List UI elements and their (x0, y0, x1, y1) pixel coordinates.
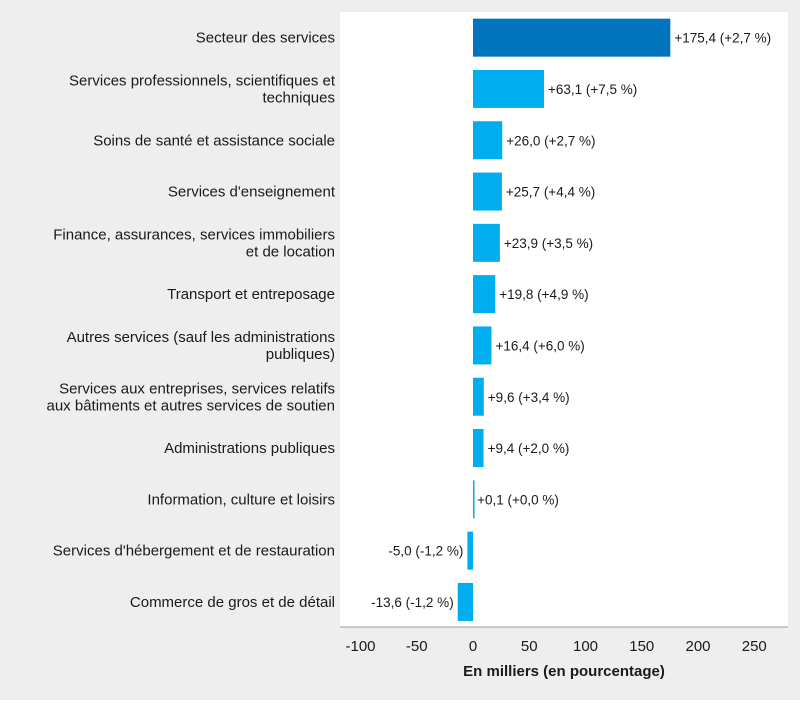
category-label: Services professionnels, scientifiques e… (69, 72, 336, 106)
category-label: Finance, assurances, services immobilier… (53, 226, 335, 260)
category-label-line: et de location (246, 243, 335, 260)
x-tick-label: 50 (521, 638, 538, 655)
bar (473, 377, 484, 416)
category-label-line: Services d'enseignement (168, 184, 336, 201)
bar (473, 275, 496, 314)
category-label-line: Services aux entreprises, services relat… (59, 380, 335, 397)
value-label: +9,4 (+2,0 %) (488, 441, 570, 456)
x-tick-label: -100 (345, 638, 375, 655)
category-label: Information, culture et loisirs (147, 491, 335, 508)
category-label-line: Commerce de gros et de détail (130, 594, 335, 611)
category-label: Transport et entreposage (167, 286, 335, 303)
category-label-line: techniques (262, 89, 335, 106)
value-label: +23,9 (+3,5 %) (504, 236, 593, 251)
bar (473, 69, 544, 108)
x-tick-label: 150 (629, 638, 654, 655)
x-tick-label: -50 (406, 638, 428, 655)
category-label: Secteur des services (196, 30, 335, 47)
value-label: -13,6 (-1,2 %) (371, 595, 454, 610)
value-label: +175,4 (+2,7 %) (674, 31, 771, 46)
value-label: +16,4 (+6,0 %) (495, 338, 584, 353)
category-label-line: Secteur des services (196, 30, 335, 47)
bar (473, 326, 492, 365)
value-labels: +175,4 (+2,7 %) +63,1 (+7,5 %) +26,0 (+2,7… (371, 31, 771, 610)
category-label-line: publiques) (266, 346, 335, 363)
plot-area (340, 12, 788, 627)
category-label: Commerce de gros et de détail (130, 594, 335, 611)
bar (457, 582, 473, 621)
bar (473, 429, 484, 468)
category-label-line: Services d'hébergement et de restauratio… (53, 543, 335, 560)
category-label-line: Services professionnels, scientifiques e… (69, 72, 336, 89)
value-label: +63,1 (+7,5 %) (548, 82, 637, 97)
bar (473, 480, 475, 519)
category-label-line: Administrations publiques (164, 440, 335, 457)
value-label: +0,1 (+0,0 %) (477, 492, 559, 507)
bar (473, 172, 502, 211)
category-label: Administrations publiques (164, 440, 335, 457)
category-label-line: Autres services (sauf les administration… (67, 329, 335, 346)
bar (467, 531, 473, 570)
bar (473, 18, 671, 57)
x-tick-label: 0 (469, 638, 477, 655)
value-label: +19,8 (+4,9 %) (499, 287, 588, 302)
category-label: Autres services (sauf les administration… (67, 329, 335, 363)
x-tick-label: 100 (573, 638, 598, 655)
bar (473, 223, 500, 262)
x-tick-label: 250 (742, 638, 767, 655)
value-label: -5,0 (-1,2 %) (388, 544, 463, 559)
category-label-line: Transport et entreposage (167, 286, 335, 303)
x-tick-label: 200 (685, 638, 710, 655)
category-label-line: Information, culture et loisirs (147, 491, 335, 508)
category-label-line: aux bâtiments et autres services de sout… (47, 397, 336, 414)
category-label: Soins de santé et assistance sociale (93, 132, 335, 149)
x-axis-title: En milliers (en pourcentage) (463, 663, 665, 680)
category-labels: Secteur des services Services professionn… (47, 30, 336, 611)
bar (473, 121, 503, 160)
category-label-line: Finance, assurances, services immobilier… (53, 226, 335, 243)
category-label-line: Soins de santé et assistance sociale (93, 132, 335, 149)
bars (457, 18, 671, 621)
category-label: Services aux entreprises, services relat… (47, 380, 336, 414)
value-label: +25,7 (+4,4 %) (506, 185, 595, 200)
value-label: +9,6 (+3,4 %) (488, 390, 570, 405)
value-label: +26,0 (+2,7 %) (506, 133, 595, 148)
category-label: Services d'enseignement (168, 184, 336, 201)
category-label: Services d'hébergement et de restauratio… (53, 543, 335, 560)
x-tick-labels: -100 -50 0 50 100 150 200 250 (345, 638, 766, 655)
